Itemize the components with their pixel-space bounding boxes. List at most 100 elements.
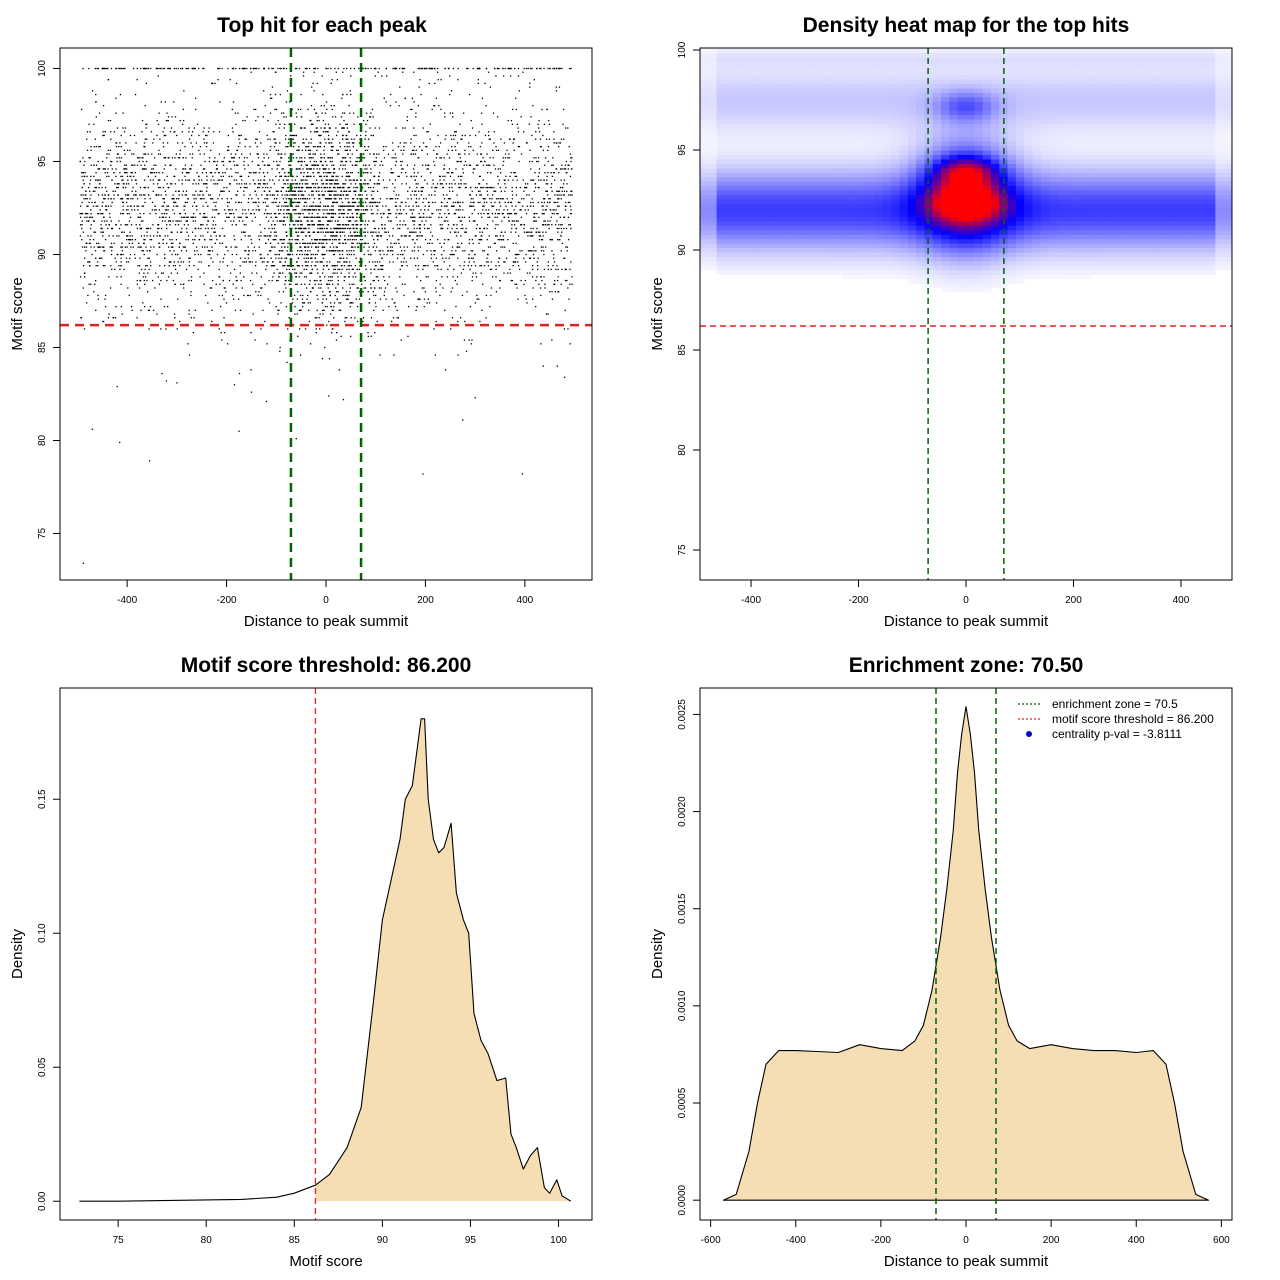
scatter-point	[310, 291, 312, 293]
scatter-point	[156, 119, 158, 122]
scatter-point	[247, 209, 250, 211]
scatter-point	[158, 186, 160, 189]
scatter-point	[413, 194, 416, 196]
scatter-point	[530, 179, 532, 181]
scatter-point	[463, 112, 465, 114]
scatter-point	[543, 179, 545, 181]
scatter-point	[526, 302, 528, 304]
scatter-point	[235, 194, 237, 196]
scatter-point	[341, 160, 343, 163]
scatter-point	[436, 183, 439, 185]
scatter-point	[486, 224, 489, 226]
scatter-point	[411, 108, 413, 111]
scatter-point	[419, 231, 421, 233]
scatter-point	[515, 253, 518, 256]
scatter-point	[385, 231, 387, 233]
scatter-point	[376, 190, 379, 192]
scatter-point	[108, 235, 110, 237]
scatter-point	[122, 127, 124, 129]
scatter-point	[328, 291, 331, 293]
scatter-point	[520, 216, 523, 218]
scatter-point	[364, 138, 366, 140]
scatter-point	[560, 168, 562, 170]
scatter-point	[558, 227, 560, 230]
scatter-point	[199, 194, 201, 196]
scatter-point	[284, 183, 287, 185]
scatter-point	[111, 201, 113, 204]
scatter-point	[110, 205, 112, 207]
scatter-point	[104, 265, 106, 267]
scatter-point	[273, 265, 276, 267]
scatter-point	[260, 179, 262, 181]
scatter-point	[258, 238, 261, 241]
scatter-point	[320, 287, 322, 289]
scatter-point	[390, 172, 392, 174]
scatter-point	[260, 235, 262, 237]
scatter-point	[384, 287, 387, 289]
scatter-point	[161, 212, 163, 215]
scatter-point	[222, 261, 224, 263]
scatter-point	[122, 201, 125, 204]
scatter-point	[291, 253, 294, 256]
scatter-point	[498, 179, 500, 181]
scatter-point	[405, 142, 407, 144]
scatter-point	[334, 220, 337, 222]
scatter-point	[446, 276, 449, 278]
scatter-point	[82, 194, 84, 196]
scatter-point	[551, 298, 554, 300]
scatter-point	[447, 268, 449, 271]
scatter-point	[453, 231, 456, 233]
scatter-point	[323, 145, 325, 148]
scatter-point	[551, 339, 553, 341]
scatter-point	[444, 138, 446, 140]
scatter-point	[284, 276, 287, 278]
scatter-point	[85, 190, 87, 192]
scatter-point	[305, 268, 308, 271]
scatter-point	[390, 250, 392, 252]
scatter-point	[448, 186, 450, 189]
scatter-point	[496, 235, 498, 237]
scatter-point	[332, 179, 334, 181]
scatter-point	[136, 283, 139, 285]
scatter-point	[409, 235, 411, 237]
scatter-point	[349, 287, 351, 289]
scatter-point	[465, 186, 467, 189]
scatter-point	[380, 160, 383, 163]
scatter-point	[158, 112, 160, 114]
scatter-point	[352, 216, 355, 218]
scatter-point	[171, 246, 174, 248]
scatter-point	[563, 257, 565, 259]
scatter-point	[90, 149, 92, 152]
scatter-point	[420, 216, 422, 218]
scatter-point	[502, 235, 504, 237]
scatter-point	[547, 265, 549, 267]
scatter-point	[203, 138, 205, 140]
scatter-point	[371, 212, 373, 215]
scatter-point	[397, 253, 399, 256]
scatter-point	[338, 369, 340, 371]
scatter-point	[338, 212, 340, 215]
scatter-point	[544, 157, 547, 159]
scatter-point	[413, 257, 415, 259]
scatter-point	[367, 138, 370, 140]
scatter-point	[193, 250, 196, 252]
scatter-point	[497, 212, 499, 215]
scatter-point	[155, 164, 157, 166]
scatter-point	[243, 157, 246, 159]
scatter-point	[468, 242, 471, 245]
scatter-point	[389, 179, 391, 181]
scatter-point	[308, 246, 310, 248]
scatter-point	[246, 294, 249, 297]
scatter-point	[394, 179, 397, 181]
scatter-point	[512, 265, 514, 267]
scatter-point	[223, 186, 225, 189]
scatter-point	[122, 212, 124, 215]
scatter-point	[333, 105, 335, 107]
scatter-point	[133, 153, 135, 155]
scatter-point	[348, 272, 350, 274]
scatter-point	[374, 261, 376, 263]
scatter-point	[318, 238, 321, 241]
scatter-point	[401, 160, 403, 163]
scatter-point	[211, 320, 213, 323]
scatter-point	[214, 216, 216, 218]
